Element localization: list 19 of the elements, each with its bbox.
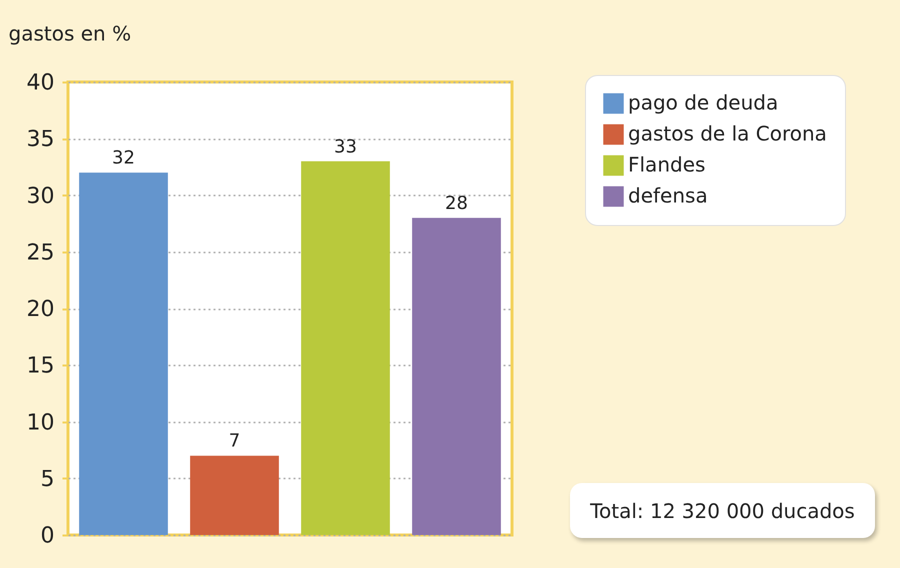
legend-label: defensa [628,184,708,208]
text: Total: 12 320 000 ducados [570,483,875,538]
y-tick-label: 5 [40,466,54,492]
y-tick-label: 40 [26,70,54,96]
data-label: 33 [334,136,357,158]
y-tick-label: 25 [26,240,54,266]
legend-label: gastos de la Corona [628,122,827,146]
y-tick-label: 20 [26,297,54,322]
legend-label: Flandes [628,152,706,176]
data-label: 28 [445,192,468,214]
y-tick-label: 35 [26,127,54,152]
y-tick-label: 10 [26,410,54,436]
y-tick-label: 30 [26,184,54,209]
y-tick-label: 0 [40,524,54,548]
legend-label: pago de deuda [628,90,778,114]
data-label: 32 [112,148,135,169]
y-tick-label: 15 [26,354,54,379]
data-label: 7 [228,430,240,452]
y-axis-title: gastos en % [8,22,132,46]
